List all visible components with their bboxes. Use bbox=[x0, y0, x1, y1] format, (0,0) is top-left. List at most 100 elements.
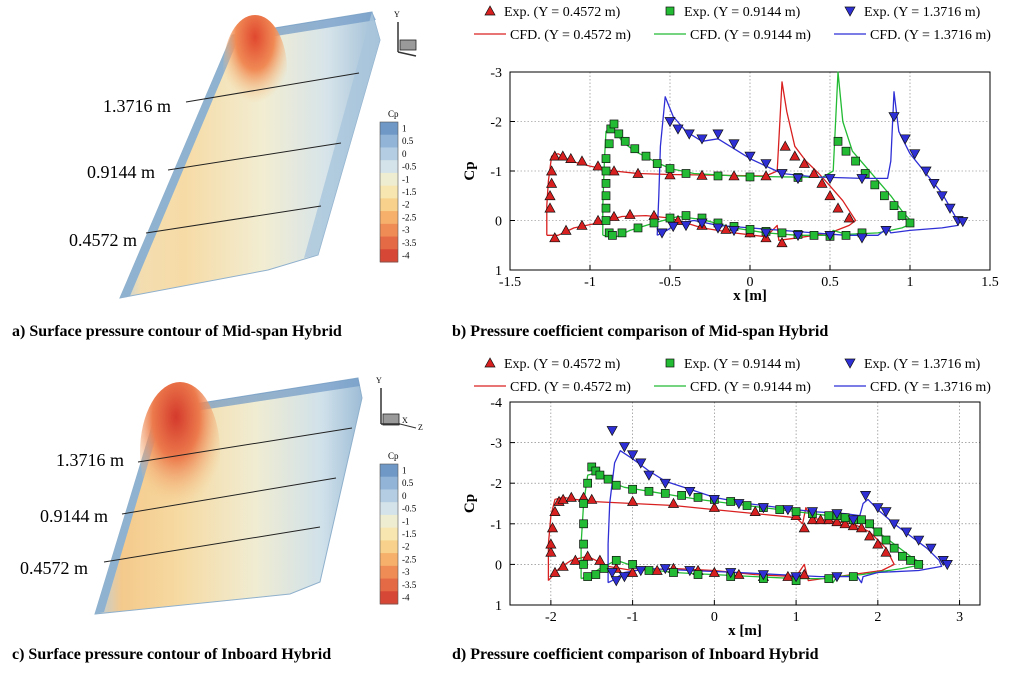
exp-marker bbox=[749, 505, 761, 516]
exp-marker bbox=[941, 560, 953, 571]
exp-marker bbox=[782, 570, 794, 581]
colorbar-swatch bbox=[380, 578, 398, 592]
exp-marker bbox=[635, 566, 647, 577]
legend-item-exp: Exp. (Y = 1.3716 m) bbox=[844, 5, 981, 20]
exp-marker bbox=[665, 358, 675, 368]
exp-marker bbox=[549, 505, 561, 516]
exp-marker bbox=[757, 503, 769, 514]
x-tick-label: 0 bbox=[711, 610, 718, 625]
exp-marker bbox=[733, 568, 745, 579]
exp-marker bbox=[880, 191, 889, 201]
exp-marker bbox=[760, 228, 772, 239]
colorbar-swatch bbox=[380, 565, 398, 580]
colorbar-swatch bbox=[380, 223, 398, 238]
exp-marker bbox=[864, 530, 876, 541]
station-label-3: 0.4572 m bbox=[20, 558, 88, 578]
exp-marker bbox=[857, 515, 866, 525]
legend-item-exp: Exp. (Y = 1.3716 m) bbox=[844, 357, 981, 372]
exp-marker bbox=[928, 179, 940, 190]
plot-frame bbox=[509, 401, 981, 606]
colorbar-swatch bbox=[380, 489, 398, 503]
colorbar-tick-label: -4 bbox=[402, 593, 410, 603]
colorbar-tick-label: -1 bbox=[402, 174, 410, 184]
colorbar-tick-label: -0.5 bbox=[402, 504, 417, 514]
colorbar-swatch bbox=[380, 553, 398, 567]
legend-label: Exp. (Y = 0.9144 m) bbox=[684, 5, 801, 20]
exp-marker bbox=[544, 190, 556, 201]
axis-triad-icon: Y bbox=[394, 10, 417, 57]
colorbar-tick-label: -2.5 bbox=[402, 212, 417, 222]
exp-marker bbox=[809, 231, 819, 240]
exp-marker bbox=[696, 218, 708, 229]
exp-marker bbox=[549, 566, 561, 577]
exp-marker bbox=[844, 6, 856, 17]
exp-marker bbox=[557, 560, 569, 571]
exp-marker bbox=[824, 174, 836, 185]
colorbar-swatch bbox=[380, 591, 398, 605]
exp-marker bbox=[604, 139, 614, 149]
exp-marker bbox=[546, 522, 559, 533]
colorbar-swatch bbox=[380, 527, 398, 541]
exp-marker bbox=[651, 564, 663, 575]
colorbar-tick-label: -3 bbox=[402, 567, 410, 577]
exp-marker bbox=[641, 151, 651, 161]
exp-marker bbox=[824, 231, 836, 242]
colorbar-tick-label: 0.5 bbox=[402, 136, 414, 146]
y-tick-label: -1 bbox=[490, 518, 502, 533]
exp-marker bbox=[665, 6, 675, 16]
exp-marker bbox=[582, 550, 594, 561]
exp-marker bbox=[856, 174, 868, 185]
svg-text:X: X bbox=[402, 416, 408, 425]
exp-marker bbox=[897, 551, 907, 561]
exp-marker bbox=[841, 231, 851, 240]
colorbar-swatch bbox=[380, 236, 398, 250]
exp-marker bbox=[798, 568, 810, 579]
exp-marker bbox=[549, 232, 561, 243]
exp-marker bbox=[665, 164, 675, 173]
exp-marker bbox=[565, 491, 577, 502]
exp-marker bbox=[815, 514, 827, 525]
exp-marker bbox=[728, 170, 740, 181]
exp-marker bbox=[546, 165, 558, 176]
colorbar-tick-label: -0.5 bbox=[402, 162, 417, 172]
exp-marker bbox=[633, 223, 643, 233]
colorbar-swatch bbox=[380, 147, 398, 161]
exp-marker bbox=[957, 217, 969, 228]
legend-item-cfd: CFD. (Y = 0.9144 m) bbox=[654, 28, 811, 43]
exp-marker bbox=[627, 450, 639, 461]
exp-marker bbox=[745, 172, 755, 182]
colorbar-tick-label: -3.5 bbox=[402, 580, 417, 590]
legend-label: CFD. (Y = 1.3716 m) bbox=[870, 28, 991, 43]
legend-item-cfd: CFD. (Y = 1.3716 m) bbox=[834, 28, 991, 43]
exp-marker bbox=[870, 180, 880, 190]
exp-marker bbox=[569, 554, 581, 565]
exp-marker bbox=[665, 213, 675, 223]
exp-marker bbox=[545, 538, 557, 549]
exp-marker bbox=[872, 503, 884, 514]
exp-marker bbox=[831, 516, 843, 527]
exp-marker bbox=[591, 570, 601, 579]
contour-c: 1.3716 m 0.9144 m 0.4572 m Y X Z bbox=[20, 376, 423, 615]
colorbar-tick-label: -1 bbox=[402, 516, 410, 526]
exp-marker bbox=[856, 233, 868, 244]
colorbar-tick-label: 0 bbox=[402, 491, 407, 501]
colorbar-a: Cp 1 0.5 0 -0.5 -1 -1.5 -2 -2.5 -3 -3.5 -4 bbox=[379, 109, 417, 263]
exp-marker bbox=[601, 216, 611, 225]
colorbar-swatch bbox=[380, 160, 398, 174]
exp-marker bbox=[873, 527, 883, 537]
exp-marker bbox=[782, 505, 794, 516]
exp-marker bbox=[601, 179, 611, 188]
colorbar-tick-label: -1.5 bbox=[402, 187, 417, 197]
station-label-3: 0.4572 m bbox=[69, 230, 137, 250]
legend-item-exp: Exp. (Y = 0.4572 m) bbox=[484, 357, 621, 372]
station-line-1 bbox=[185, 72, 360, 103]
exp-marker bbox=[683, 129, 695, 140]
exp-marker bbox=[725, 568, 737, 579]
y-tick-label: -3 bbox=[490, 437, 502, 452]
y-tick-label: -2 bbox=[490, 116, 502, 131]
exp-marker bbox=[583, 572, 593, 581]
colorbar-tick-label: -2 bbox=[402, 542, 410, 552]
exp-marker bbox=[841, 146, 851, 156]
exp-marker bbox=[601, 166, 611, 176]
exp-marker bbox=[872, 538, 884, 549]
